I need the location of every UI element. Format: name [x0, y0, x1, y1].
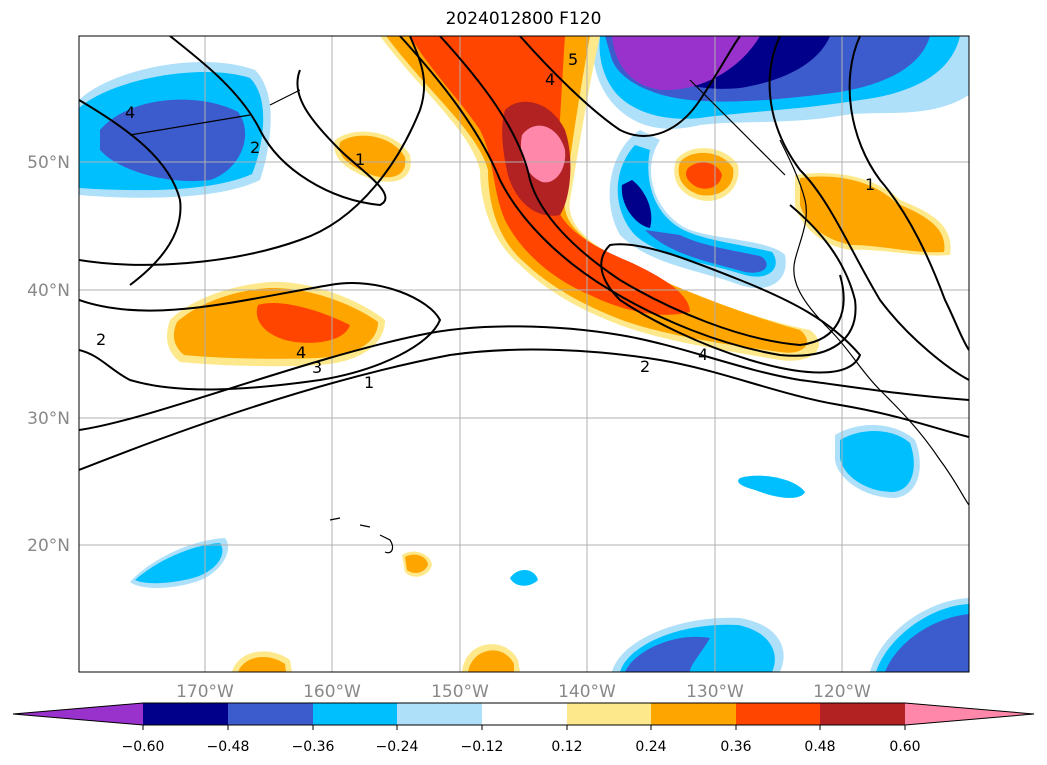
longitude-labels: 170°W 160°W 150°W 140°W 130°W 120°W — [176, 682, 871, 702]
map-frame — [78, 35, 970, 673]
positive-region-bottom — [468, 650, 514, 672]
positive-region-jet — [520, 125, 566, 183]
colorbar-segment — [228, 703, 313, 725]
map-title: 2024012800 F120 — [445, 9, 602, 29]
negative-region-southeast — [738, 475, 805, 498]
contour-label: 1 — [364, 373, 374, 392]
colorbar-tick-label: −0.24 — [376, 739, 419, 755]
colorbar-ticks — [142, 725, 906, 730]
negative-region-gulf — [612, 36, 760, 91]
lat-label: 40°N — [27, 281, 70, 301]
colorbar: −0.60 −0.48 −0.36 −0.24 −0.12 0.12 0.24 … — [12, 702, 1035, 755]
contour-label: 2 — [640, 357, 650, 376]
lon-label: 170°W — [176, 682, 234, 702]
colorbar-tick-label: 0.36 — [720, 739, 751, 755]
colorbar-tick-label: 0.24 — [635, 739, 666, 755]
positive-region-coast — [686, 162, 722, 189]
positive-region-subtropical — [256, 302, 350, 343]
colorbar-segment — [482, 703, 567, 725]
colorbar-segment — [313, 703, 397, 725]
negative-region-southwest — [135, 543, 223, 584]
colorbar-segment — [567, 703, 651, 725]
negative-region-bottom — [625, 636, 710, 672]
contour-label: 5 — [568, 50, 578, 69]
contour-label: 1 — [865, 175, 875, 194]
contour-label: 2 — [96, 330, 106, 349]
contour-label-group: 4 2 1 5 4 1 4 3 1 2 4 2 — [96, 50, 875, 392]
colorbar-segment — [651, 703, 736, 725]
negative-region-aleutian — [100, 99, 246, 182]
negative-region-bottom — [885, 614, 969, 672]
contour-lines — [79, 36, 969, 471]
contour-label: 4 — [125, 103, 135, 122]
lon-label: 120°W — [813, 682, 871, 702]
contour-label: 4 — [698, 345, 708, 364]
contour-label: 2 — [250, 138, 260, 157]
contour-label: 3 — [312, 358, 322, 377]
colorbar-tick-label: 0.48 — [804, 739, 835, 755]
colorbar-tick-label: −0.60 — [122, 739, 165, 755]
positive-region-northwest — [800, 176, 945, 253]
negative-region-southwest — [510, 569, 538, 586]
lon-label: 140°W — [558, 682, 616, 702]
colorbar-tick-label: −0.48 — [207, 739, 250, 755]
colorbar-min-extend — [13, 703, 143, 725]
latitude-labels: 50°N 40°N 30°N 20°N — [27, 153, 70, 556]
negative-region-hook — [645, 230, 767, 273]
contour-label: 4 — [296, 343, 306, 362]
colorbar-segment — [820, 703, 905, 725]
lat-label: 50°N — [27, 153, 70, 173]
colorbar-tick-label: 0.12 — [551, 739, 582, 755]
colorbar-tick-label: 0.60 — [889, 739, 920, 755]
contour-label: 1 — [355, 150, 365, 169]
negative-region-southeast — [840, 430, 914, 492]
positive-region-hawaii — [405, 554, 428, 573]
shaded-field — [79, 36, 969, 672]
positive-region-bottom — [238, 657, 286, 672]
colorbar-tick-label: −0.36 — [292, 739, 335, 755]
lon-label: 150°W — [431, 682, 489, 702]
colorbar-segment — [143, 703, 228, 725]
lon-label: 130°W — [686, 682, 744, 702]
colorbar-segment — [736, 703, 820, 725]
colorbar-max-extend — [905, 703, 1034, 725]
colorbar-tick-label: −0.12 — [461, 739, 504, 755]
colorbar-segment — [397, 703, 482, 725]
lat-label: 30°N — [27, 409, 70, 429]
lon-label: 160°W — [303, 682, 361, 702]
negative-region-hook — [617, 145, 776, 277]
lat-label: 20°N — [27, 536, 70, 556]
contour-label: 4 — [545, 70, 555, 89]
negative-region-hook — [621, 180, 652, 228]
coastline-features — [129, 79, 970, 554]
